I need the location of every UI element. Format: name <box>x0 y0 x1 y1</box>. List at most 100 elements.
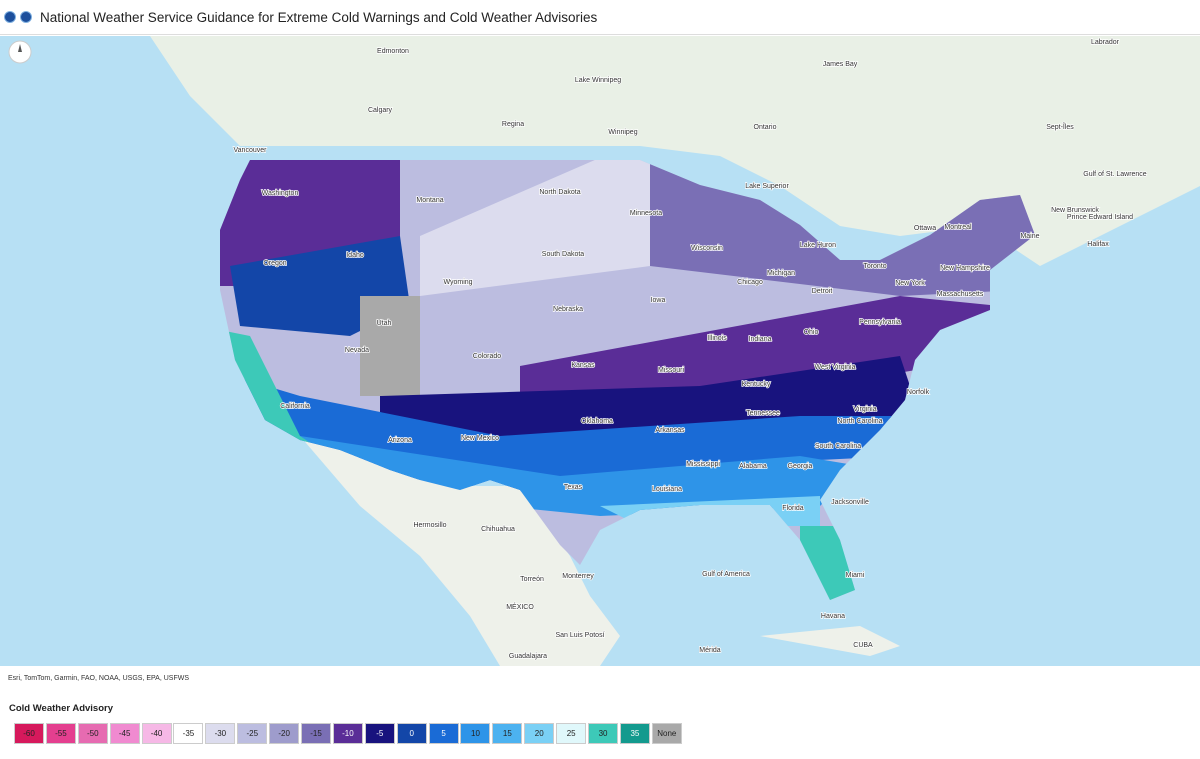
place-label: Wisconsin <box>691 245 723 252</box>
legend-swatch: -15 <box>301 723 332 744</box>
place-label: Montana <box>416 197 443 204</box>
place-label: Lake Winnipeg <box>575 77 621 84</box>
legend-swatch: -60 <box>14 723 44 744</box>
map[interactable]: Edmonton Calgary Regina Winnipeg Lake Winnip… <box>0 36 1200 666</box>
legend-swatch: None <box>651 723 682 744</box>
place-label: Texas <box>564 484 583 491</box>
place-label: Minnesota <box>630 210 662 217</box>
place-label: Labrador <box>1091 39 1120 46</box>
place-label: Ohio <box>804 329 819 336</box>
place-label: Guadalajara <box>509 653 547 660</box>
place-label: CUBA <box>853 642 873 649</box>
place-label: Illinois <box>707 335 727 342</box>
place-label: Norfolk <box>907 389 930 396</box>
place-label: Kentucky <box>742 381 771 388</box>
legend-swatch: -45 <box>109 723 140 744</box>
place-label: New Mexico <box>461 435 499 442</box>
place-label: Arizona <box>388 437 412 444</box>
place-label: Nebraska <box>553 306 583 313</box>
place-label: South Dakota <box>542 251 585 258</box>
place-label: Chihuahua <box>481 526 515 533</box>
place-label: Washington <box>262 190 299 197</box>
place-label: North Carolina <box>837 418 882 425</box>
place-label: Florida <box>782 505 804 512</box>
place-label: Indiana <box>749 336 772 343</box>
place-label: Virginia <box>853 406 876 413</box>
legend-swatch: 30 <box>588 723 619 744</box>
place-label: James Bay <box>823 61 858 68</box>
place-label: Pennsylvania <box>859 319 901 326</box>
place-label: South Carolina <box>815 443 861 450</box>
place-label: Havana <box>821 613 845 620</box>
place-label: Prince Edward Island <box>1067 214 1133 221</box>
legend-swatch: 5 <box>428 723 459 744</box>
place-label: Winnipeg <box>608 129 637 136</box>
place-label: California <box>280 403 310 410</box>
legend-swatch: -20 <box>269 723 300 744</box>
place-label: Ontario <box>754 124 777 131</box>
cuba-land <box>760 626 900 656</box>
place-label: Missouri <box>658 367 685 374</box>
legend-swatch: 25 <box>556 723 587 744</box>
legend-swatch: -5 <box>364 723 395 744</box>
place-label: San Luis Potosí <box>555 632 604 639</box>
place-label: Maine <box>1020 233 1039 240</box>
place-label: Detroit <box>812 288 833 295</box>
place-label: Iowa <box>651 297 666 304</box>
place-label: MÉXICO <box>506 602 534 611</box>
logo <box>4 11 16 23</box>
place-label: Vancouver <box>234 147 268 154</box>
place-label: Mérida <box>699 647 721 654</box>
place-label: Oregon <box>263 260 286 267</box>
place-label: Jacksonville <box>831 499 869 506</box>
mexico-land <box>300 436 620 666</box>
legend-swatch: 0 <box>396 723 427 744</box>
legend-swatch: -35 <box>173 723 204 744</box>
place-label: Lake Huron <box>800 242 836 249</box>
place-label: Nevada <box>345 347 369 354</box>
place-label: Lake Superior <box>745 183 789 190</box>
place-label: Miami <box>846 572 865 579</box>
legend-swatch: 20 <box>524 723 555 744</box>
place-label: Regina <box>502 121 524 128</box>
place-label: Edmonton <box>377 48 409 55</box>
header: National Weather Service Guidance for Ex… <box>0 0 1200 35</box>
place-label: Mississippi <box>686 461 720 468</box>
legend-swatch: -10 <box>332 723 363 744</box>
place-label: Oklahoma <box>581 418 613 425</box>
place-label: Wyoming <box>443 279 472 286</box>
place-label: North Dakota <box>539 189 580 196</box>
legend-title: Cold Weather Advisory <box>9 703 113 714</box>
place-label: New Hampshire <box>940 265 990 272</box>
place-label: Arkansas <box>655 427 685 434</box>
legend-swatch: 10 <box>460 723 491 744</box>
place-label: Torreón <box>520 576 544 583</box>
place-label: Massachusetts <box>937 291 984 298</box>
logo <box>20 11 32 23</box>
attribution: Esri, TomTom, Garmin, FAO, NOAA, USGS, E… <box>8 675 189 682</box>
legend-swatch: -30 <box>205 723 236 744</box>
legend-swatch: -40 <box>141 723 172 744</box>
compass-needle <box>18 44 22 52</box>
place-label: Idaho <box>346 252 364 259</box>
place-label: Calgary <box>368 107 393 114</box>
place-label: Alabama <box>739 463 767 470</box>
place-label: Kansas <box>571 362 595 369</box>
legend-swatch: 35 <box>619 723 650 744</box>
place-label: Monterrey <box>562 573 594 580</box>
place-label: Gulf of St. Lawrence <box>1083 171 1147 178</box>
place-label: Louisiana <box>652 486 682 493</box>
place-label: Utah <box>377 320 392 327</box>
place-label: Ottawa <box>914 225 936 232</box>
legend-swatch: -50 <box>77 723 108 744</box>
page-title: National Weather Service Guidance for Ex… <box>40 9 598 25</box>
place-label: New Brunswick <box>1051 207 1099 214</box>
legend-swatch: 15 <box>492 723 523 744</box>
place-label: Halifax <box>1087 241 1109 248</box>
place-label: Hermosillo <box>413 522 446 529</box>
place-label: Montreal <box>944 224 972 231</box>
place-label: Sept-Îles <box>1046 122 1074 131</box>
place-label: Michigan <box>767 270 795 277</box>
place-label: West Virginia <box>815 364 856 371</box>
